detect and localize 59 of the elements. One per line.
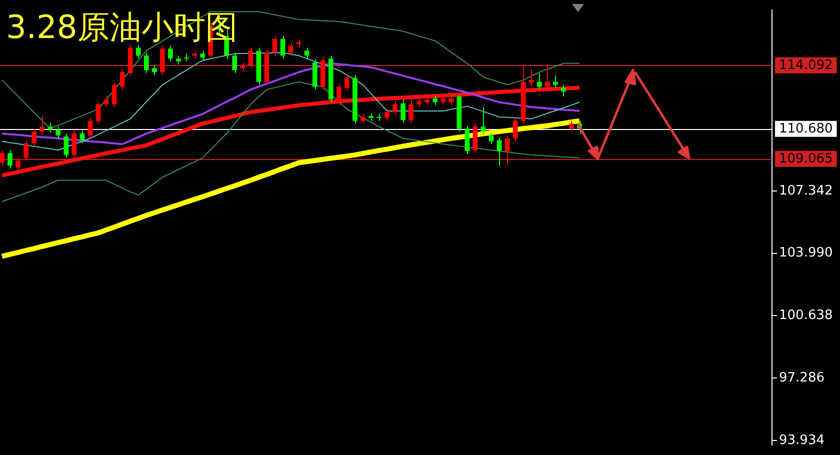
candlestick	[272, 36, 278, 56]
candlestick	[152, 64, 157, 76]
ref-line-label: 114.092	[779, 58, 833, 73]
y-tick-label: 93.934	[779, 432, 824, 448]
candlestick	[480, 106, 486, 135]
candlestick	[304, 47, 310, 60]
candlestick	[88, 117, 93, 139]
candlestick	[336, 83, 342, 106]
candlestick	[400, 98, 406, 124]
candlestick	[16, 157, 20, 172]
candlestick	[8, 150, 12, 170]
candlestick	[464, 125, 470, 155]
candlestick	[440, 95, 446, 106]
y-tick-label: 103.990	[779, 246, 833, 261]
candlestick	[569, 120, 574, 132]
candlestick	[488, 132, 494, 145]
ref-line-label: 110.680	[779, 121, 833, 136]
candlestick	[545, 64, 550, 90]
candlestick	[553, 74, 558, 88]
candlestick	[200, 50, 205, 61]
candlestick	[0, 150, 4, 166]
candlestick	[64, 133, 69, 158]
candlestick	[528, 68, 534, 86]
candlestick	[80, 130, 85, 144]
candlestick	[504, 134, 510, 166]
y-tick-label: 100.638	[779, 308, 833, 324]
candlestick	[432, 95, 438, 106]
candlestick	[512, 117, 518, 142]
candlestick	[136, 44, 141, 60]
candlestick	[112, 81, 117, 108]
candlestick	[160, 45, 165, 76]
candlestick	[168, 45, 173, 62]
candlestick	[384, 108, 390, 122]
candlestick	[32, 128, 36, 147]
candlestick	[40, 116, 45, 135]
candlestick	[144, 52, 149, 74]
ref-line-label: 109.065	[779, 151, 833, 166]
y-tick-label: 97.286	[779, 370, 824, 386]
candlestick	[104, 96, 109, 108]
candlestick	[561, 84, 566, 98]
candlestick	[248, 47, 254, 69]
candlestick	[536, 72, 542, 90]
candlestick	[120, 68, 125, 90]
candlestick	[288, 42, 294, 56]
candlestick	[392, 100, 398, 116]
candlestick	[408, 96, 414, 124]
candlestick	[96, 100, 101, 124]
candlestick	[280, 36, 286, 60]
candlestick	[496, 136, 502, 166]
candlestick	[360, 114, 366, 124]
candlestick	[24, 140, 28, 162]
candlestick	[56, 126, 61, 139]
y-tick-label: 107.342	[779, 183, 833, 198]
candlestick	[232, 52, 238, 74]
candlestick	[448, 95, 454, 106]
candlestick	[72, 130, 77, 158]
candlestick	[184, 53, 189, 62]
candlestick	[344, 74, 350, 92]
candlestick	[472, 123, 478, 154]
